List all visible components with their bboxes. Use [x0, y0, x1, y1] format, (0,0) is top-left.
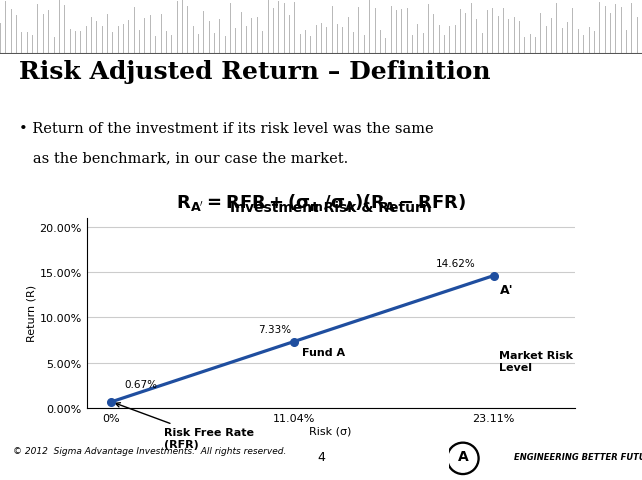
Text: as the benchmark, in our case the market.: as the benchmark, in our case the market… — [19, 151, 349, 165]
Text: A': A' — [500, 283, 514, 296]
Text: Risk Adjusted Return – Definition: Risk Adjusted Return – Definition — [19, 60, 491, 84]
Text: 0.67%: 0.67% — [125, 380, 158, 389]
Text: $\mathbf{R_{A'} = RFR + (\sigma_m/ \sigma_A)(R_A - RFR)}$: $\mathbf{R_{A'} = RFR + (\sigma_m/ \sigm… — [176, 192, 466, 213]
Title: Investment Risk & Return: Investment Risk & Return — [230, 201, 431, 215]
Text: Risk Free Rate
(RFR): Risk Free Rate (RFR) — [116, 403, 254, 449]
Text: 14.62%: 14.62% — [436, 258, 476, 268]
Text: Fund A: Fund A — [302, 347, 345, 357]
Text: 4: 4 — [317, 450, 325, 463]
X-axis label: Risk (σ): Risk (σ) — [309, 426, 352, 435]
Text: © 2012  Sigma Advantage Investments.  All rights reserved.: © 2012 Sigma Advantage Investments. All … — [13, 445, 286, 455]
Circle shape — [449, 444, 477, 472]
Text: ENGINEERING BETTER FUTURES.: ENGINEERING BETTER FUTURES. — [514, 452, 642, 461]
Text: 7.33%: 7.33% — [257, 324, 291, 334]
Text: A: A — [458, 449, 468, 464]
Text: • Return of the investment if its risk level was the same: • Return of the investment if its risk l… — [19, 121, 434, 135]
Text: Market Risk
Level: Market Risk Level — [499, 350, 573, 372]
Circle shape — [447, 442, 479, 475]
Y-axis label: Return (R): Return (R) — [27, 285, 37, 342]
